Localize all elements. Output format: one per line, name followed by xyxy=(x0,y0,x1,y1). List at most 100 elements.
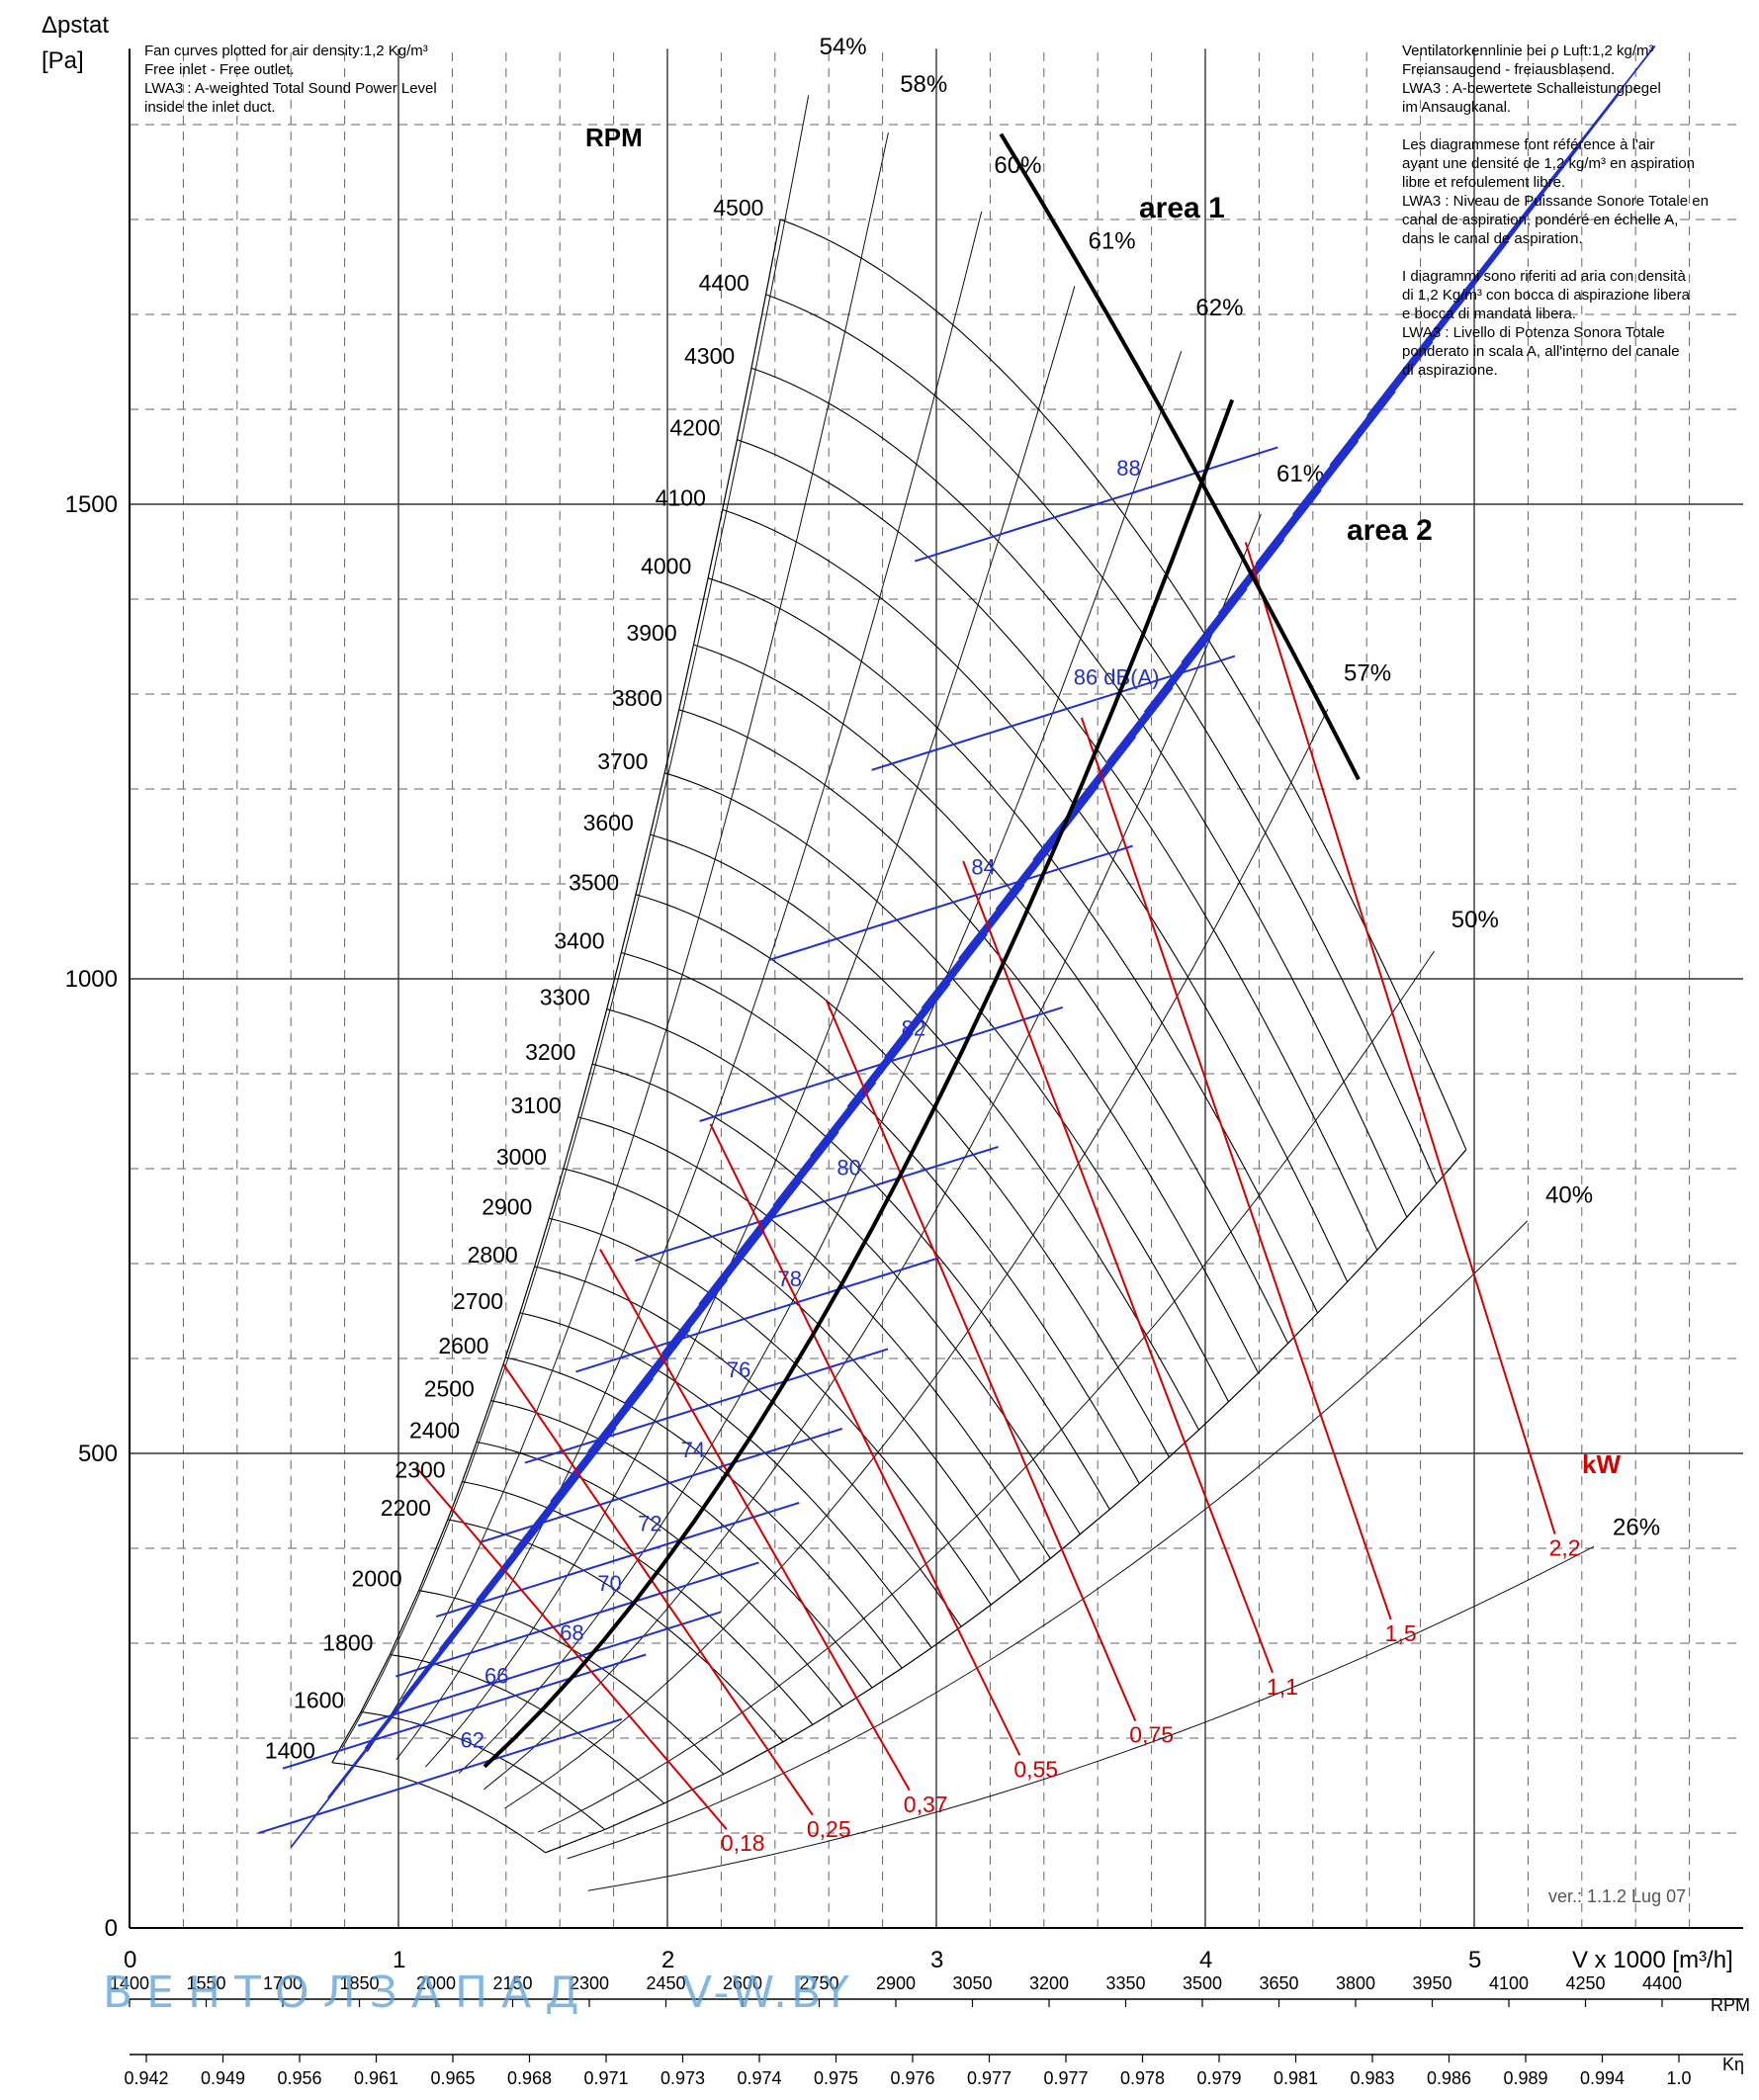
sound-isoline-9 xyxy=(624,1032,914,1404)
power-label-1: 0,25 xyxy=(807,1816,851,1842)
efficiency-line-1 xyxy=(567,1220,1529,1860)
sound-label-8: 80 xyxy=(836,1156,860,1181)
sound-isoline-1 xyxy=(327,1427,617,1799)
kw-title: kW xyxy=(1582,1449,1621,1479)
power-line-1 xyxy=(502,1363,814,1816)
rpm-curve-2600 xyxy=(505,1356,903,1669)
power-label-0: 0,18 xyxy=(721,1830,765,1856)
k-axis-tick-0: 0.942 xyxy=(124,2068,168,2088)
sound-curve-6 xyxy=(524,1348,889,1464)
sound-isoline-28 xyxy=(1329,94,1619,467)
rpm-axis-tick-15: 3650 xyxy=(1259,1973,1298,1993)
power-line-2 xyxy=(599,1249,911,1792)
rpm-curve-2200 xyxy=(447,1519,784,1743)
efficiency-label-1: 40% xyxy=(1545,1181,1593,1208)
efficiency-line-0 xyxy=(587,1545,1595,1891)
rpm-axis-tick-1: 1550 xyxy=(186,1973,225,1993)
sound-isoline-7 xyxy=(550,1131,839,1503)
efficiency-line-7 xyxy=(396,211,983,1761)
y-tick-label-0: 0 xyxy=(105,1915,118,1942)
efficiency-label-8: 58% xyxy=(900,71,947,98)
efficiency-line-6 xyxy=(424,286,1076,1768)
rpm-label-2200: 2200 xyxy=(381,1495,431,1521)
rpm-label-3000: 3000 xyxy=(496,1144,547,1170)
k-axis-tick-20: 1.0 xyxy=(1666,2068,1691,2088)
efficiency-label-4: 61% xyxy=(1276,461,1324,487)
sound-label-2: 68 xyxy=(560,1620,583,1645)
sound-curve-0 xyxy=(258,1717,623,1834)
rpm-label-2500: 2500 xyxy=(424,1376,475,1402)
efficiency-label-9: 54% xyxy=(820,34,867,60)
rpm-label-3400: 3400 xyxy=(554,928,604,954)
rpm-curves xyxy=(331,219,1467,1854)
rpm-axis-tick-20: 4400 xyxy=(1642,1973,1682,1993)
y-tick-label-1500: 1500 xyxy=(65,491,118,518)
power-label-7: 2,2 xyxy=(1549,1535,1581,1561)
sound-isoline-6 xyxy=(512,1180,803,1552)
rpm-axis-tick-16: 3800 xyxy=(1336,1973,1375,1993)
y-tick-label-500: 500 xyxy=(78,1441,118,1467)
efficiency-lines xyxy=(341,95,1595,1891)
rpm-axis-tick-4: 2000 xyxy=(416,1973,456,1993)
rpm-curve-4000 xyxy=(707,577,1319,1314)
sound-isoline-27 xyxy=(1291,143,1582,516)
efficiency-label-3: 57% xyxy=(1344,659,1391,686)
sound-isoline-12 xyxy=(735,884,1025,1256)
rpm-curve-3400 xyxy=(621,951,1140,1484)
rpm-label-3600: 3600 xyxy=(583,810,634,835)
rpm-curve-2700 xyxy=(519,1312,932,1648)
k-axis-tick-19: 0.994 xyxy=(1580,2068,1625,2088)
rpm-axis-title: RPM xyxy=(1711,1995,1750,2015)
sound-isoline-15 xyxy=(846,736,1136,1108)
k-axis-tick-5: 0.968 xyxy=(507,2068,552,2088)
rpm-axis-tick-2: 1700 xyxy=(263,1973,303,1993)
efficiency-label-0: 26% xyxy=(1613,1514,1660,1540)
rpm-label-2300: 2300 xyxy=(395,1457,445,1483)
notes-left: Fan curves plotted for air density:1,2 K… xyxy=(144,43,437,116)
efficiency-line-8 xyxy=(366,131,889,1753)
rpm-axis-tick-6: 2300 xyxy=(570,1973,609,1993)
power-line-6 xyxy=(1080,717,1392,1620)
k-axis-tick-13: 0.978 xyxy=(1120,2068,1165,2088)
rpm-curve-3200 xyxy=(591,1063,1081,1535)
rpm-axis-tick-10: 2900 xyxy=(876,1973,916,1993)
k-axis-tick-8: 0.974 xyxy=(737,2068,781,2088)
rpm-label-4300: 4300 xyxy=(684,343,735,369)
sound-label-3: 70 xyxy=(597,1571,621,1596)
sound-isoline-2 xyxy=(364,1377,655,1750)
area2-label: area 2 xyxy=(1347,514,1433,547)
sound-isoline-24 xyxy=(1181,292,1470,663)
sound-isoline-18 xyxy=(958,587,1248,960)
sound-label-4: 72 xyxy=(638,1512,661,1536)
rpm-curve-3100 xyxy=(577,1116,1051,1559)
area1-label: area 1 xyxy=(1139,192,1225,224)
rpm-axis-tick-5: 2150 xyxy=(492,1973,532,1993)
rpm-curve-4100 xyxy=(722,508,1349,1282)
rpm-label-4400: 4400 xyxy=(699,270,749,296)
efficiency-line-2 xyxy=(537,950,1435,1833)
rpm-axis-tick-18: 4100 xyxy=(1489,1973,1529,1993)
sound-isoline-11 xyxy=(698,933,988,1305)
rpm-curve-4300 xyxy=(750,367,1408,1218)
rpm-title: RPM xyxy=(585,123,643,152)
power-line-5 xyxy=(962,860,1274,1674)
sound-isoline-4 xyxy=(438,1278,729,1651)
sound-curve-2 xyxy=(357,1611,722,1727)
k-axis-tick-12: 0.977 xyxy=(1043,2068,1088,2088)
rpm-label-1800: 1800 xyxy=(322,1630,373,1656)
rpm-label-1600: 1600 xyxy=(294,1688,344,1713)
rpm-label-2600: 2600 xyxy=(438,1333,488,1358)
rpm-label-3200: 3200 xyxy=(525,1039,575,1065)
efficiency-label-5: 62% xyxy=(1195,295,1243,321)
sound-curve-3 xyxy=(395,1561,759,1678)
rpm-curve-1600 xyxy=(360,1710,606,1830)
sound-isoline-0 xyxy=(290,1476,579,1848)
x-axis-title: V x 1000 [m³/h] xyxy=(1572,1947,1733,1973)
k-axis-tick-4: 0.965 xyxy=(430,2068,475,2088)
sound-curve-12 xyxy=(914,446,1278,563)
efficiency-line-4 xyxy=(484,513,1262,1791)
sound-label-6: 76 xyxy=(727,1357,750,1382)
rpm-curve-2900 xyxy=(549,1217,992,1606)
sound-isoline-29 xyxy=(1366,44,1656,417)
sound-isoline-25 xyxy=(1217,242,1508,614)
